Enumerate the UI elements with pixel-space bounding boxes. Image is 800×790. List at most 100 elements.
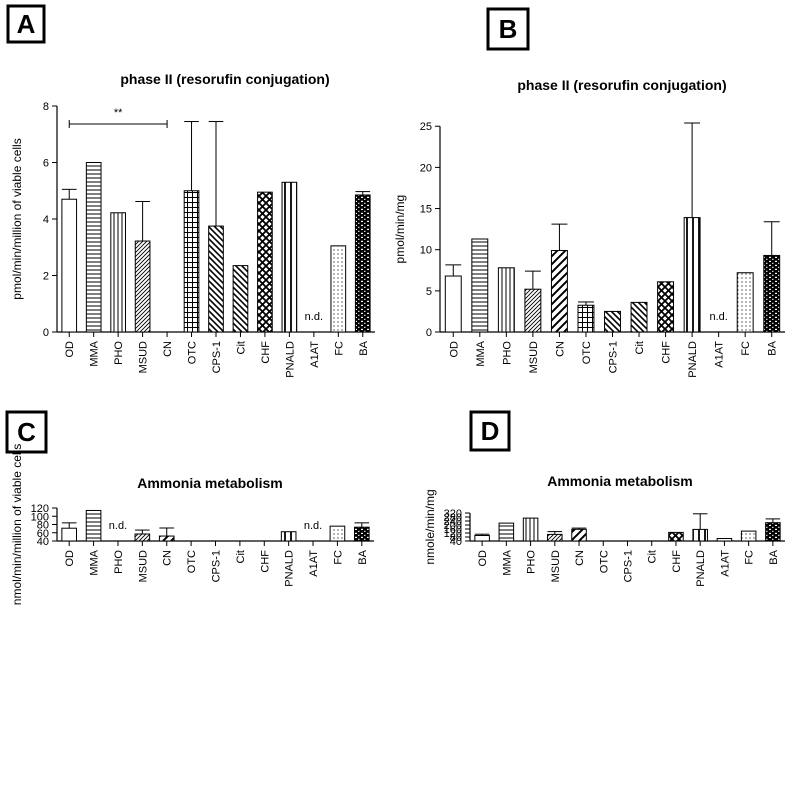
- panel-d-letter: D: [481, 416, 500, 446]
- panel-b-x-tick-label: MSUD: [528, 341, 540, 373]
- panel-b-bar-otc: [577, 304, 595, 333]
- panel-b-bar-cps-1: [604, 310, 621, 333]
- panel-b-nd-label: n.d.: [709, 311, 727, 323]
- panel-b-bar-ba: [763, 254, 781, 333]
- panel-b-y-tick-label: 20: [420, 162, 432, 174]
- panel-d-y-axis-label: nmole/min/mg: [423, 489, 437, 564]
- panel-c-bar-pnald: [280, 531, 297, 542]
- panel-d-bar-pnald: [692, 528, 708, 542]
- panel-d-letter-box: [469, 410, 511, 452]
- panel-b-bar-chf: [657, 281, 675, 333]
- panel-d-bar-mma: [498, 522, 515, 542]
- panel-c-y-tick-label: 40: [37, 536, 49, 548]
- panel-c-x-tick-label: CHF: [259, 550, 271, 573]
- panel-a-y-tick-label: 6: [43, 158, 49, 170]
- panel-a-x-tick-label: MSUD: [138, 341, 150, 373]
- panel-a-y-axis-label: pmol/min/million of viable cells: [10, 138, 24, 299]
- panel-d-x-tick-label: CN: [574, 550, 586, 566]
- panel-b-letter: B: [499, 14, 518, 44]
- panel-c-y-tick-label: 80: [37, 520, 49, 532]
- panel-d-x-tick-label: Cit: [647, 550, 659, 563]
- panel-b-x-tick-label: FC: [740, 341, 752, 356]
- panel-b-y-tick-label: 0: [426, 327, 432, 339]
- panel-a-x-tick-label: CHF: [260, 341, 272, 364]
- panel-a-bar-fc: [330, 245, 347, 333]
- panel-c-bar-msud: [134, 533, 151, 542]
- panel-b-bar-pnald: [683, 217, 701, 333]
- panel-b-bar-pho: [497, 267, 515, 333]
- panel-b-x-tick-label: CPS-1: [608, 341, 620, 373]
- panel-d-bar-pho: [522, 517, 539, 542]
- panel-c-bar-cn: [158, 535, 175, 542]
- panel-a-bar-pho: [110, 212, 126, 333]
- panel-d-y-tick-label: 280: [444, 512, 462, 524]
- panel-a-y-tick-label: 4: [43, 214, 49, 226]
- panel-d-x-tick-label: MSUD: [550, 550, 562, 582]
- panel-d-bar-cn: [571, 528, 587, 542]
- panel-b-y-tick-label: 10: [420, 245, 432, 257]
- panel-d-x-tick-label: FC: [744, 550, 756, 565]
- panel-a-x-tick-label: BA: [358, 340, 370, 355]
- panel-d-bar-ba: [765, 522, 781, 542]
- panel-a-y-tick-label: 8: [43, 101, 49, 113]
- panel-b-bar-msud: [524, 288, 542, 333]
- panel-c-bar-ba: [353, 526, 370, 542]
- panel-a-x-tick-label: A1AT: [309, 341, 321, 368]
- panel-d-y-tick-label: 120: [444, 528, 462, 540]
- panel-c-x-tick-label: OTC: [186, 550, 198, 573]
- panel-a-bar-od: [61, 198, 78, 333]
- panel-d-y-tick-label: 40: [450, 536, 462, 548]
- panel-c-bar-mma: [85, 509, 102, 542]
- panel-c-title: Ammonia metabolism: [137, 475, 282, 491]
- panel-b-title: phase II (resorufin conjugation): [517, 77, 726, 93]
- panel-c-nd-label: n.d.: [304, 520, 322, 532]
- panel-a-bar-cps-1: [208, 225, 224, 333]
- panel-c-letter: C: [17, 417, 36, 447]
- panel-a-bar-pnald: [281, 181, 298, 333]
- panel-b-x-tick-label: PHO: [501, 341, 513, 365]
- panel-b-letter-box: [486, 7, 530, 51]
- panel-c-bar-fc: [329, 525, 346, 542]
- panel-a-bar-msud: [134, 240, 151, 333]
- panel-a-letter: A: [17, 9, 36, 39]
- panel-b-bar-fc: [736, 272, 754, 333]
- panel-a-significance-label: **: [114, 107, 123, 119]
- panel-a-bar-ba: [354, 194, 371, 333]
- panel-d-y-tick-label: 160: [444, 524, 462, 536]
- panel-d-y-tick-label: 320: [444, 508, 462, 520]
- panel-c-nd-label: n.d.: [109, 520, 127, 532]
- panel-a-nd-label: n.d.: [305, 311, 323, 323]
- panel-a-bar-chf: [257, 191, 273, 333]
- panel-c-y-tick-label: 120: [31, 503, 49, 515]
- panel-c-x-tick-label: MSUD: [137, 550, 149, 582]
- panel-b-bar-mma: [471, 238, 489, 333]
- panel-d-x-tick-label: CPS-1: [623, 550, 635, 582]
- panel-b-bar-cit: [630, 301, 648, 333]
- panel-d-x-tick-label: OD: [477, 550, 489, 567]
- panel-a-x-tick-label: OTC: [187, 341, 199, 364]
- panel-b-bar-od: [444, 275, 462, 333]
- panel-c-x-tick-label: PNALD: [284, 550, 296, 587]
- panel-b-bar-cn: [550, 250, 568, 333]
- panel-b-y-axis-label: pmol/min/mg: [393, 195, 407, 264]
- panel-d-x-tick-label: OTC: [598, 550, 610, 573]
- panel-a-bar-cit: [232, 265, 249, 333]
- panel-d-y-tick-label: 80: [450, 532, 462, 544]
- panel-b-y-tick-label: 15: [420, 204, 432, 216]
- panel-d-x-tick-label: A1AT: [719, 550, 731, 577]
- panel-b-x-tick-label: Cit: [634, 341, 646, 354]
- panel-d-x-tick-label: PHO: [526, 550, 538, 574]
- panel-c-y-axis-label: nmol/min/million of viable cells: [10, 444, 24, 605]
- panel-a-x-tick-label: FC: [333, 341, 345, 356]
- panel-c-y-tick-label: 100: [31, 511, 49, 523]
- panel-a-x-tick-label: PNALD: [284, 341, 296, 378]
- panel-a-x-tick-label: OD: [64, 341, 76, 358]
- panel-c-x-tick-label: MMA: [89, 549, 101, 575]
- panel-a-bar-otc: [183, 190, 200, 333]
- panel-b-y-tick-label: 25: [420, 121, 432, 133]
- panel-b-x-tick-label: OTC: [581, 341, 593, 364]
- panel-d-y-tick-label: 240: [444, 516, 462, 528]
- panel-d-x-tick-label: BA: [768, 549, 780, 564]
